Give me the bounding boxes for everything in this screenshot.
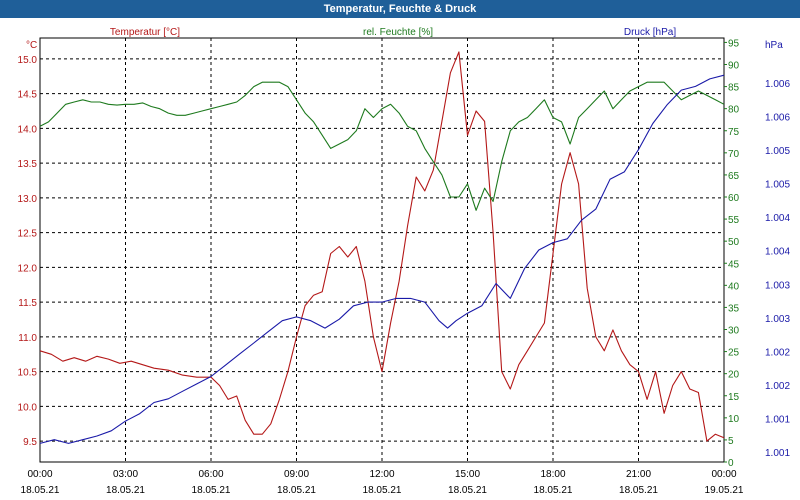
y-tick-pressure: 1.002 [765,347,790,358]
y-tick-temperature: 14.5 [18,90,38,101]
y-tick-humidity: 70 [728,149,740,160]
x-tick-date: 18.05.21 [534,485,573,496]
y-tick-humidity: 90 [728,61,740,72]
x-tick-time: 15:00 [455,469,480,480]
legend-humidity: rel. Feuchte [%] [363,27,433,38]
y-tick-temperature: 13.5 [18,159,38,170]
y-tick-humidity: 15 [728,392,740,403]
axis-ticks: 00:00 18.05.21 03:00 18.05.21 06:00 18.05.21 0… [18,38,791,496]
y-tick-temperature: 13.0 [18,194,38,205]
x-tick-date: 18.05.21 [277,485,316,496]
x-tick-time: 03:00 [113,469,138,480]
y-tick-temperature: 10.5 [18,368,38,379]
x-tick-date: 18.05.21 [619,485,658,496]
x-tick-date: 18.05.21 [192,485,231,496]
unit-label-temperature: °C [26,40,37,51]
y-tick-pressure: 1.004 [765,213,790,224]
y-tick-humidity: 85 [728,83,740,94]
y-tick-pressure: 1.005 [765,146,790,157]
y-tick-humidity: 65 [728,171,740,182]
y-tick-pressure: 1.001 [765,414,790,425]
x-tick-time: 06:00 [198,469,223,480]
x-tick-date: 18.05.21 [21,485,60,496]
x-tick-time: 21:00 [626,469,651,480]
y-tick-pressure: 1.003 [765,314,790,325]
y-tick-temperature: 11.5 [18,298,37,309]
y-tick-humidity: 40 [728,281,740,292]
x-tick-time: 18:00 [540,469,565,480]
legend-pressure: Druck [hPa] [624,27,676,38]
y-tick-humidity: 5 [728,436,734,447]
x-tick-time: 00:00 [711,469,736,480]
y-tick-pressure: 1.001 [765,448,790,459]
unit-label-pressure: hPa [765,40,783,51]
y-tick-temperature: 9.5 [23,437,37,448]
y-tick-humidity: 50 [728,237,740,248]
x-tick-date: 18.05.21 [363,485,402,496]
x-tick-time: 00:00 [27,469,52,480]
y-tick-temperature: 15.0 [18,55,38,66]
x-tick-time: 09:00 [284,469,309,480]
y-tick-temperature: 12.0 [18,263,38,274]
y-tick-temperature: 11.0 [18,333,37,344]
y-tick-humidity: 60 [728,193,740,204]
chart-title-bar: Temperatur, Feuchte & Druck [0,0,800,18]
y-tick-humidity: 95 [728,38,740,49]
y-tick-pressure: 1.006 [765,79,790,90]
y-tick-humidity: 25 [728,348,740,359]
y-tick-humidity: 20 [728,370,740,381]
y-tick-temperature: 14.0 [18,124,38,135]
y-tick-humidity: 35 [728,303,740,314]
y-tick-humidity: 45 [728,259,740,270]
series-line-temperature [39,51,725,442]
data-lines [39,51,725,444]
y-tick-humidity: 10 [728,414,740,425]
y-tick-temperature: 10.0 [18,402,38,413]
grid-lines [40,38,724,462]
y-tick-humidity: 0 [728,458,734,469]
x-tick-date: 19.05.21 [705,485,744,496]
y-tick-humidity: 80 [728,105,740,116]
x-tick-time: 12:00 [369,469,394,480]
chart-title: Temperatur, Feuchte & Druck [323,3,477,15]
y-tick-temperature: 12.5 [18,229,38,240]
series-line-pressure [39,74,725,444]
y-tick-pressure: 1.005 [765,180,790,191]
x-tick-date: 18.05.21 [448,485,487,496]
y-tick-pressure: 1.002 [765,381,790,392]
x-tick-date: 18.05.21 [106,485,145,496]
legend-temperature: Temperatur [°C] [110,27,180,38]
y-tick-pressure: 1.003 [765,280,790,291]
y-tick-pressure: 1.004 [765,247,790,258]
y-tick-humidity: 55 [728,215,740,226]
y-tick-humidity: 30 [728,326,740,337]
y-tick-pressure: 1.006 [765,113,790,124]
y-tick-humidity: 75 [728,127,740,138]
series-line-humidity [39,81,725,211]
